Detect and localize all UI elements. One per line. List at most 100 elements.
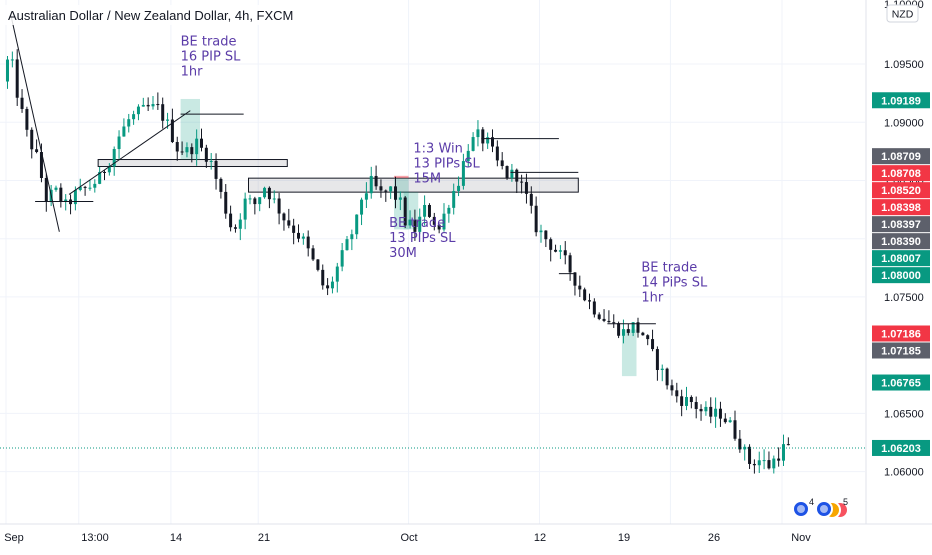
candle-body [6, 59, 9, 82]
trend-line[interactable] [68, 110, 191, 195]
candle-body [786, 444, 790, 446]
candle-body [350, 234, 354, 240]
candle-body [782, 444, 785, 461]
trade-stop-box[interactable] [394, 175, 409, 179]
candle-body [15, 59, 19, 98]
candle-body [554, 249, 558, 252]
currency-badge[interactable]: NZD [886, 4, 919, 23]
event-marker-australia[interactable]: 4 [792, 497, 814, 518]
price-badge: 1.08390 [872, 233, 930, 250]
candle-body [248, 198, 252, 200]
candle-body [714, 408, 718, 417]
candle-body [103, 171, 106, 173]
candle-body [636, 322, 640, 333]
price-badge: 1.09189 [872, 92, 930, 109]
candle-body [432, 216, 436, 225]
price-badge: 1.08709 [872, 148, 930, 165]
price-badge: 1.08000 [872, 267, 930, 284]
candle-body [44, 177, 48, 202]
candle-body [20, 97, 24, 109]
candle-body [437, 224, 441, 230]
x-tick-label: 13:00 [81, 532, 109, 544]
candle-body [253, 198, 257, 205]
trade-target-box[interactable] [621, 329, 637, 377]
drawn-lines [10, 15, 656, 325]
title-block: Australian Dollar / New Zealand Dollar, … [0, 5, 293, 25]
candle-body [360, 199, 364, 215]
candle-body [292, 225, 296, 233]
candle-body [733, 420, 737, 439]
event-marker-group[interactable]: 5 [815, 497, 849, 519]
candle-body [398, 197, 402, 200]
annotation-line: 15M [413, 172, 441, 187]
price-badge: 1.06203 [872, 439, 930, 456]
candle-body [267, 187, 271, 200]
trade-annotation[interactable]: BE trade 13 PIPs SL 30M [389, 216, 456, 261]
candle-body [335, 266, 339, 282]
candle-body [83, 186, 87, 188]
supply-demand-zone[interactable] [248, 177, 579, 193]
candle-body [641, 332, 645, 336]
candle-body [209, 160, 213, 162]
candle-body [583, 289, 587, 301]
candle-body [592, 301, 596, 315]
candle-body [515, 169, 519, 182]
y-tick-label: 1.07500 [884, 292, 924, 304]
candle-body [544, 230, 548, 240]
price-badge: 1.06765 [872, 374, 930, 391]
candle-body [646, 335, 650, 340]
annotation-line: 1hr [641, 290, 664, 305]
price-badge-label: 1.08000 [881, 270, 921, 282]
candle-body [738, 438, 742, 450]
time-axis[interactable]: Sep 13:00 14 21 Oct 12 19 26 Nov [0, 523, 932, 550]
candle-body [558, 250, 562, 252]
candle-body [752, 463, 756, 466]
x-tick-label: 19 [618, 532, 630, 544]
candle-body [394, 186, 397, 200]
candle-body [306, 236, 310, 249]
supply-demand-zone[interactable] [97, 159, 288, 168]
event-markers[interactable]: 4 5 [792, 497, 849, 519]
zones [97, 159, 579, 193]
candle-body [597, 314, 601, 319]
annotation-line: 16 PIP SL [181, 49, 242, 64]
candle-body [539, 230, 543, 233]
candle-body [748, 446, 752, 464]
price-badge-bg [872, 250, 930, 267]
y-tick-label: 1.06500 [884, 408, 924, 420]
price-badge-label: 1.08390 [881, 236, 921, 248]
candle-body [39, 152, 43, 178]
x-tick-label: Oct [400, 532, 417, 544]
candle-body [510, 169, 514, 179]
trade-annotation[interactable]: BE trade 14 PiPs SL 1hr [641, 260, 708, 305]
trade-annotation[interactable]: 1:3 Win 13 PIPs SL 15M [413, 142, 480, 187]
candle-body [73, 190, 77, 205]
candle-body [345, 239, 349, 251]
price-badge-bg [872, 374, 930, 391]
annotation-line: 1:3 Win [413, 142, 462, 157]
candle-body [10, 59, 14, 61]
annotations: BE trade 16 PIP SL 1hr 1:3 Win 13 PIPs SL 15M… [181, 34, 708, 305]
price-badge-bg [872, 92, 930, 109]
trend-line[interactable] [10, 15, 60, 232]
candle-body [471, 137, 475, 151]
candle-body [578, 285, 582, 290]
candle-body [330, 281, 334, 289]
price-badge-label: 1.08708 [881, 168, 921, 180]
price-axis[interactable]: 1.095001.090001.085001.080001.075001.065… [865, 0, 932, 524]
candle-body [573, 272, 577, 286]
candle-body [563, 250, 567, 256]
price-badge-bg [872, 325, 930, 342]
candle-body [617, 323, 621, 336]
candle-body [728, 420, 732, 423]
candle-body [418, 216, 422, 232]
candle-body [699, 408, 703, 412]
candle-body [297, 232, 300, 239]
trade-annotation[interactable]: BE trade 16 PIP SL 1hr [181, 34, 242, 79]
candle-body [185, 147, 189, 153]
candle-body [64, 199, 68, 202]
candle-body [481, 129, 485, 144]
candle-body [316, 259, 320, 270]
